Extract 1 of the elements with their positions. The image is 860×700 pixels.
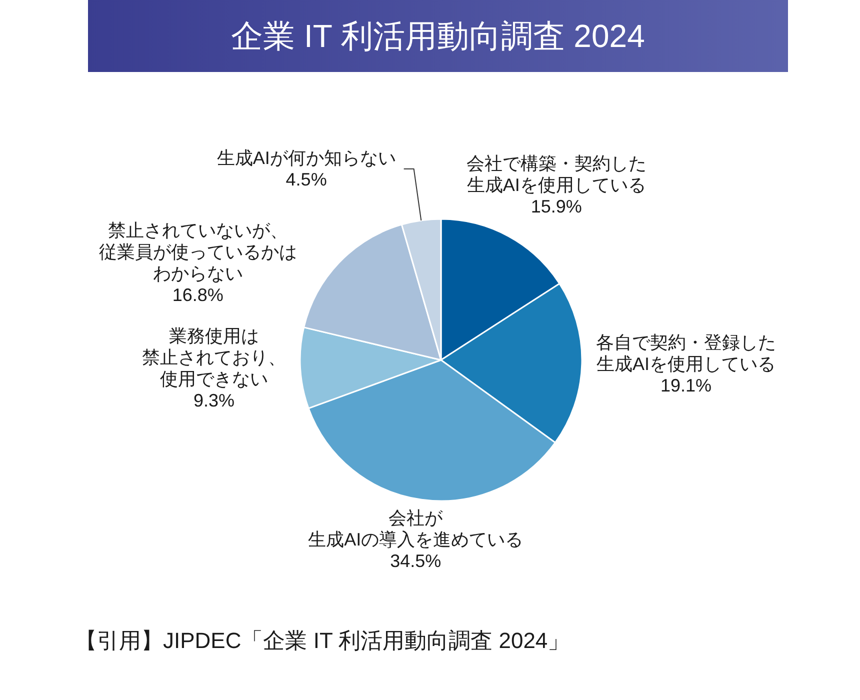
title: 企業 IT 利活用動向調査 2024 [231, 18, 645, 54]
